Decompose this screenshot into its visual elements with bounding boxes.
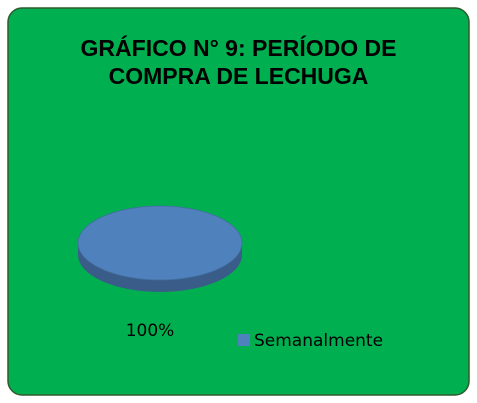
legend-swatch (238, 334, 250, 346)
legend-label: Semanalmente (254, 331, 383, 351)
pie-side (78, 243, 242, 292)
chart-title: GRÁFICO N° 9: PERÍODO DE COMPRA DE LECHU… (80, 35, 397, 89)
chart-background (7, 7, 470, 396)
pie-slice (77, 205, 243, 281)
data-label: 100% (126, 321, 175, 341)
